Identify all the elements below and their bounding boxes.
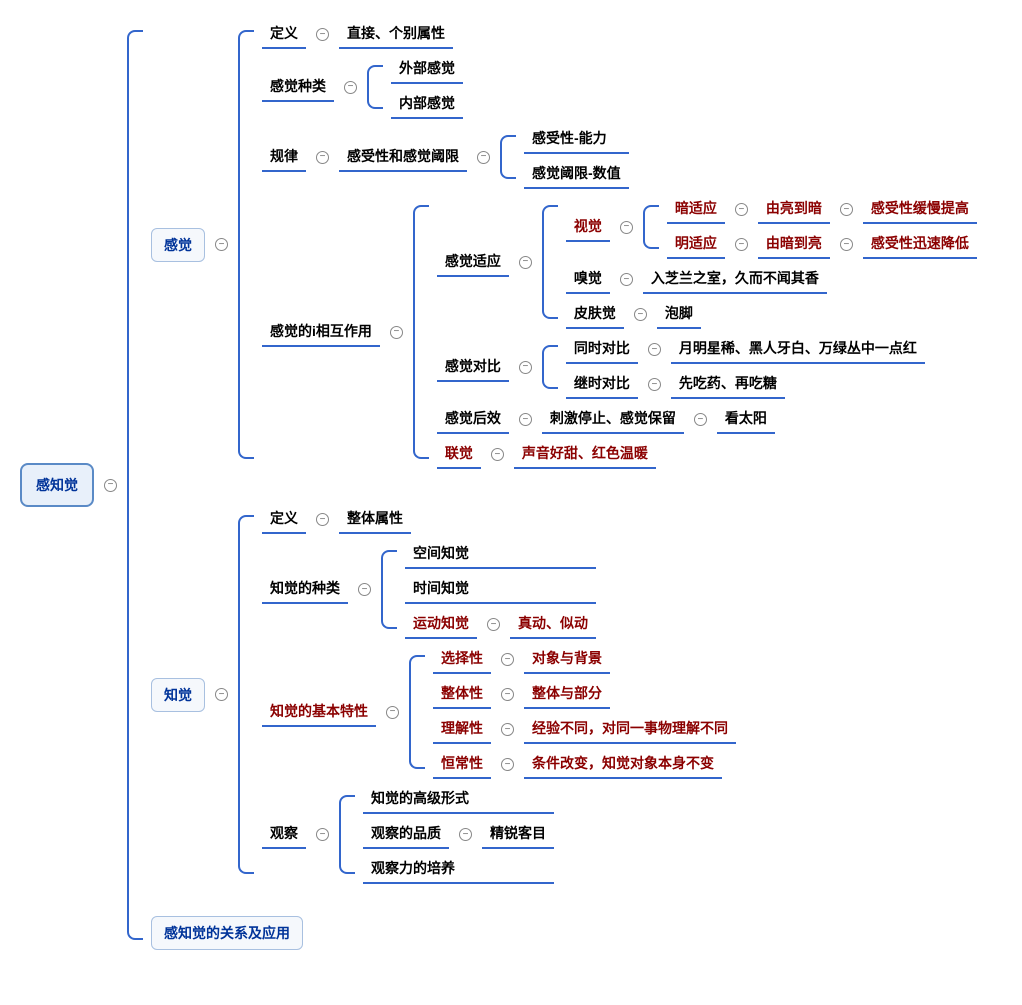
- collapse-icon[interactable]: −: [501, 723, 514, 736]
- node[interactable]: 直接、个别属性: [339, 20, 453, 49]
- node[interactable]: 整体性: [433, 680, 491, 709]
- node[interactable]: 刺激停止、感觉保留: [542, 405, 684, 434]
- collapse-icon[interactable]: −: [477, 151, 490, 164]
- collapse-icon[interactable]: −: [634, 308, 647, 321]
- node[interactable]: 时间知觉: [405, 575, 596, 604]
- bracket: [127, 20, 151, 950]
- node-sensation[interactable]: 感觉: [151, 228, 205, 262]
- node[interactable]: 知觉的种类: [262, 575, 348, 604]
- node[interactable]: 条件改变，知觉对象本身不变: [524, 750, 722, 779]
- node[interactable]: 对象与背景: [524, 645, 610, 674]
- collapse-icon[interactable]: −: [501, 758, 514, 771]
- collapse-icon[interactable]: −: [344, 81, 357, 94]
- node-perception[interactable]: 知觉: [151, 678, 205, 712]
- collapse-icon[interactable]: −: [620, 221, 633, 234]
- node[interactable]: 视觉: [566, 213, 610, 242]
- collapse-icon[interactable]: −: [519, 256, 532, 269]
- branch-perception: 知觉 − 定义 − 整体属性 知觉的种类 − 空间知觉 时间知觉: [151, 505, 977, 884]
- node[interactable]: 精锐客目: [482, 820, 554, 849]
- node[interactable]: 观察的品质: [363, 820, 449, 849]
- node[interactable]: 入芝兰之室，久而不闻其香: [643, 265, 827, 294]
- collapse-icon[interactable]: −: [104, 479, 117, 492]
- node[interactable]: 明适应: [667, 230, 725, 259]
- collapse-icon[interactable]: −: [316, 151, 329, 164]
- collapse-icon[interactable]: −: [648, 343, 661, 356]
- node[interactable]: 知觉的基本特性: [262, 698, 376, 727]
- node[interactable]: 观察: [262, 820, 306, 849]
- collapse-icon[interactable]: −: [316, 513, 329, 526]
- node[interactable]: 定义: [262, 505, 306, 534]
- node[interactable]: 感觉种类: [262, 73, 334, 102]
- node[interactable]: 声音好甜、红色温暖: [514, 440, 656, 469]
- branch-sensation: 感觉 − 定义 − 直接、个别属性 感觉种类 − 外部感觉 内部感觉: [151, 20, 977, 469]
- collapse-icon[interactable]: −: [519, 413, 532, 426]
- node[interactable]: 皮肤觉: [566, 300, 624, 329]
- collapse-icon[interactable]: −: [694, 413, 707, 426]
- node[interactable]: 理解性: [433, 715, 491, 744]
- collapse-icon[interactable]: −: [735, 238, 748, 251]
- root-node[interactable]: 感知觉: [20, 463, 94, 507]
- collapse-icon[interactable]: −: [501, 653, 514, 666]
- node[interactable]: 规律: [262, 143, 306, 172]
- node[interactable]: 月明星稀、黑人牙白、万绿丛中一点红: [671, 335, 925, 364]
- node[interactable]: 知觉的高级形式: [363, 785, 554, 814]
- node[interactable]: 由亮到暗: [758, 195, 830, 224]
- node[interactable]: 感受性和感觉阈限: [339, 143, 467, 172]
- node[interactable]: 真动、似动: [510, 610, 596, 639]
- node[interactable]: 感受性迅速降低: [863, 230, 977, 259]
- level1-children: 感觉 − 定义 − 直接、个别属性 感觉种类 − 外部感觉 内部感觉: [151, 20, 977, 950]
- node[interactable]: 经验不同，对同一事物理解不同: [524, 715, 736, 744]
- node[interactable]: 整体与部分: [524, 680, 610, 709]
- node[interactable]: 泡脚: [657, 300, 701, 329]
- node[interactable]: 感受性-能力: [524, 125, 629, 154]
- collapse-icon[interactable]: −: [390, 326, 403, 339]
- collapse-icon[interactable]: −: [648, 378, 661, 391]
- collapse-icon[interactable]: −: [620, 273, 633, 286]
- collapse-icon[interactable]: −: [358, 583, 371, 596]
- branch-relation: 感知觉的关系及应用: [151, 916, 977, 950]
- collapse-icon[interactable]: −: [459, 828, 472, 841]
- collapse-icon[interactable]: −: [840, 203, 853, 216]
- node[interactable]: 感觉的i相互作用: [262, 318, 380, 347]
- node[interactable]: 看太阳: [717, 405, 775, 434]
- mindmap-root-container: 感知觉 − 感觉 − 定义 − 直接、个别属性 感觉种类 −: [20, 20, 1002, 950]
- node[interactable]: 感觉对比: [437, 353, 509, 382]
- node[interactable]: 感觉后效: [437, 405, 509, 434]
- collapse-icon[interactable]: −: [487, 618, 500, 631]
- node[interactable]: 暗适应: [667, 195, 725, 224]
- node[interactable]: 观察力的培养: [363, 855, 554, 884]
- collapse-icon[interactable]: −: [316, 828, 329, 841]
- node[interactable]: 感觉阈限-数值: [524, 160, 629, 189]
- node[interactable]: 由暗到亮: [758, 230, 830, 259]
- node[interactable]: 定义: [262, 20, 306, 49]
- node-relation[interactable]: 感知觉的关系及应用: [151, 916, 303, 950]
- node[interactable]: 选择性: [433, 645, 491, 674]
- node[interactable]: 恒常性: [433, 750, 491, 779]
- node[interactable]: 外部感觉: [391, 55, 463, 84]
- node[interactable]: 继时对比: [566, 370, 638, 399]
- node[interactable]: 嗅觉: [566, 265, 610, 294]
- node[interactable]: 整体属性: [339, 505, 411, 534]
- node[interactable]: 内部感觉: [391, 90, 463, 119]
- node[interactable]: 先吃药、再吃糖: [671, 370, 785, 399]
- collapse-icon[interactable]: −: [840, 238, 853, 251]
- collapse-icon[interactable]: −: [215, 238, 228, 251]
- collapse-icon[interactable]: −: [519, 361, 532, 374]
- node[interactable]: 感受性缓慢提高: [863, 195, 977, 224]
- node[interactable]: 空间知觉: [405, 540, 596, 569]
- collapse-icon[interactable]: −: [501, 688, 514, 701]
- node[interactable]: 联觉: [437, 440, 481, 469]
- connector: −: [98, 479, 123, 492]
- collapse-icon[interactable]: −: [215, 688, 228, 701]
- node[interactable]: 感觉适应: [437, 248, 509, 277]
- collapse-icon[interactable]: −: [735, 203, 748, 216]
- collapse-icon[interactable]: −: [491, 448, 504, 461]
- collapse-icon[interactable]: −: [386, 706, 399, 719]
- node[interactable]: 同时对比: [566, 335, 638, 364]
- node[interactable]: 运动知觉: [405, 610, 477, 639]
- collapse-icon[interactable]: −: [316, 28, 329, 41]
